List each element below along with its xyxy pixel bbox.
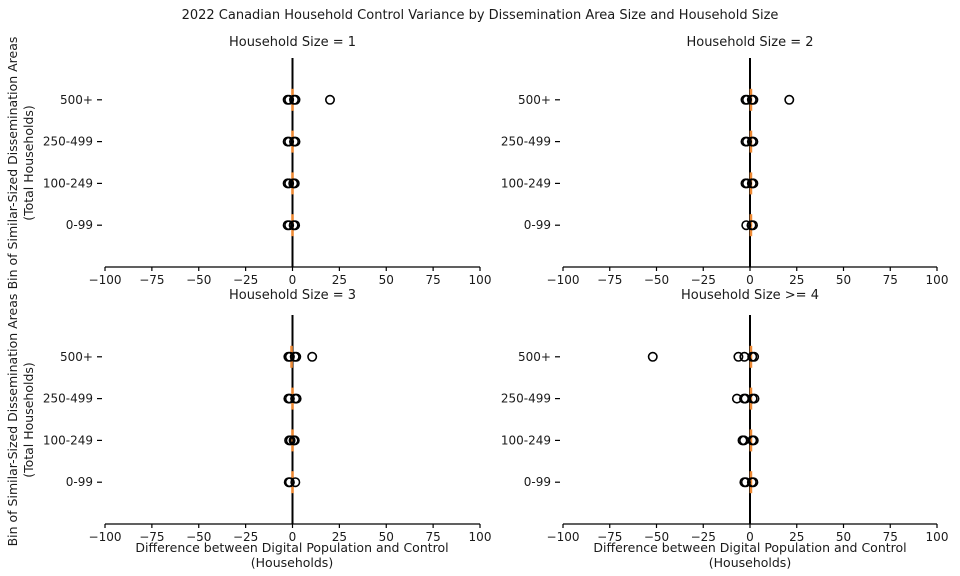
x-tick-label: −75 xyxy=(597,530,622,544)
x-tick-label: 0 xyxy=(746,530,754,544)
x-tick-label: 100 xyxy=(926,273,949,287)
x-tick-label: 100 xyxy=(469,530,492,544)
data-point xyxy=(324,94,335,105)
x-tick-label: 25 xyxy=(789,273,804,287)
facet-title-household-size-1: Household Size = 1 xyxy=(228,35,357,50)
x-tick-label: 100 xyxy=(926,530,949,544)
y-tick-label: 500+ xyxy=(60,350,93,364)
data-point xyxy=(748,435,759,446)
data-point xyxy=(290,94,301,105)
data-point xyxy=(647,351,658,362)
x-tick-label: 0 xyxy=(289,273,297,287)
x-tick-label: 50 xyxy=(836,530,851,544)
x-tick-label: 75 xyxy=(883,273,898,287)
x-tick-label: −75 xyxy=(597,273,622,287)
data-point xyxy=(784,94,795,105)
y-tick-label: 500+ xyxy=(518,93,551,107)
data-point xyxy=(284,220,295,231)
x-tick-label: 50 xyxy=(379,530,394,544)
x-tick-label: −25 xyxy=(691,273,716,287)
x-axis-label-left: Difference between Digital Population an… xyxy=(135,540,449,570)
y-tick-label: 250-499 xyxy=(43,392,93,406)
x-tick-label: −25 xyxy=(233,273,258,287)
x-tick-label: 50 xyxy=(836,273,851,287)
y-tick-label: 250-499 xyxy=(501,392,551,406)
y-tick-label: 100-249 xyxy=(501,433,551,447)
x-tick-label: −50 xyxy=(186,530,211,544)
facet-title-household-size-2: Household Size = 2 xyxy=(686,35,814,50)
data-point xyxy=(284,136,295,147)
data-point xyxy=(748,94,759,105)
x-tick-label: −100 xyxy=(547,530,580,544)
y-tick-label: 100-249 xyxy=(43,433,93,447)
y-tick-label: 100-249 xyxy=(501,176,551,190)
x-axis-label-right: Difference between Digital Population an… xyxy=(593,540,907,570)
figure-title: 2022 Canadian Household Control Variance… xyxy=(181,8,779,23)
y-tick-label: 250-499 xyxy=(501,135,551,149)
data-point xyxy=(742,178,753,189)
data-point xyxy=(284,477,295,488)
y-tick-label: 250-499 xyxy=(43,135,93,149)
y-tick-label: 0-99 xyxy=(524,475,551,489)
facet-title-household-size-ge4: Household Size >= 4 xyxy=(681,288,819,303)
x-tick-label: −75 xyxy=(139,530,164,544)
data-point xyxy=(290,220,301,231)
data-point xyxy=(284,178,295,189)
y-tick-label: 500+ xyxy=(60,93,93,107)
data-point xyxy=(284,393,295,404)
data-point xyxy=(742,94,753,105)
x-tick-label: −25 xyxy=(691,530,716,544)
data-point xyxy=(741,220,752,231)
data-point xyxy=(291,351,302,362)
data-point xyxy=(749,351,760,362)
data-point xyxy=(307,351,318,362)
x-tick-label: −50 xyxy=(644,530,669,544)
data-point xyxy=(748,477,759,488)
x-tick-label: 25 xyxy=(332,273,347,287)
x-tick-label: −25 xyxy=(233,530,258,544)
x-tick-label: 75 xyxy=(883,530,898,544)
x-tick-label: −100 xyxy=(89,530,122,544)
x-tick-label: 75 xyxy=(425,530,440,544)
data-point xyxy=(740,477,751,488)
x-tick-label: 0 xyxy=(289,530,297,544)
y-tick-label: 100-249 xyxy=(43,176,93,190)
data-point xyxy=(748,136,759,147)
x-tick-label: 50 xyxy=(379,273,394,287)
y-tick-label: 500+ xyxy=(518,350,551,364)
y-tick-label: 0-99 xyxy=(66,218,93,232)
facet-title-household-size-3: Household Size = 3 xyxy=(228,288,357,303)
x-tick-label: 100 xyxy=(469,273,492,287)
data-point xyxy=(749,393,760,404)
x-tick-label: −75 xyxy=(139,273,164,287)
data-point xyxy=(291,393,302,404)
data-point xyxy=(747,220,758,231)
x-tick-label: −100 xyxy=(547,273,580,287)
y-tick-label: 0-99 xyxy=(66,475,93,489)
x-tick-label: 25 xyxy=(789,530,804,544)
x-tick-label: 25 xyxy=(332,530,347,544)
data-point xyxy=(284,94,295,105)
x-tick-label: 75 xyxy=(425,273,440,287)
data-point xyxy=(285,435,296,446)
x-tick-label: −100 xyxy=(89,273,122,287)
y-tick-label: 0-99 xyxy=(524,218,551,232)
data-point xyxy=(290,136,301,147)
data-point xyxy=(733,351,744,362)
data-point xyxy=(284,351,295,362)
x-tick-label: −50 xyxy=(644,273,669,287)
data-point xyxy=(742,136,753,147)
x-tick-label: 0 xyxy=(746,273,754,287)
data-point xyxy=(290,477,301,488)
data-point xyxy=(289,178,300,189)
x-tick-label: −50 xyxy=(186,273,211,287)
data-point xyxy=(289,435,300,446)
data-point xyxy=(748,178,759,189)
